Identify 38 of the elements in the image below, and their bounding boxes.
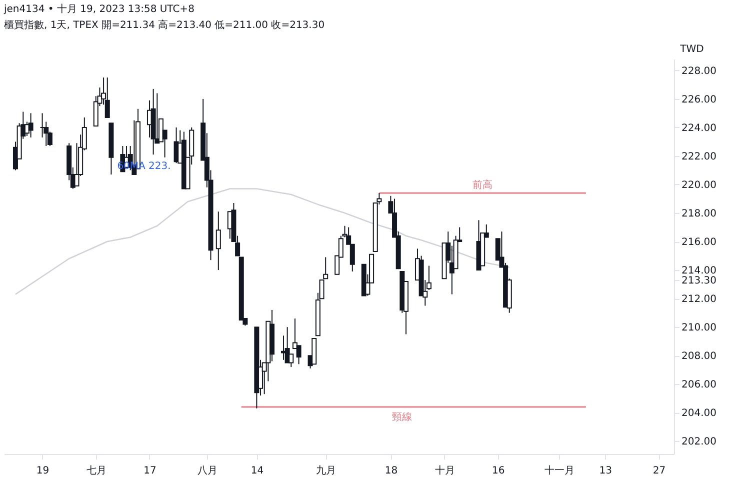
y-tick-label: 216.00 xyxy=(682,237,716,248)
candlestick xyxy=(216,211,221,271)
y-tick-label: 210.00 xyxy=(682,322,716,334)
chart-title: jen4134 • 十月 19, 2023 13:58 UTC+8 xyxy=(3,3,194,15)
x-tick-label: 14 xyxy=(250,466,264,476)
y-tick-label: 206.00 xyxy=(682,380,716,391)
x-tick-label: 十月 xyxy=(434,464,455,476)
x-tick-label: 九月 xyxy=(316,464,336,476)
y-tick-label: 218.00 xyxy=(682,208,716,220)
candlestick xyxy=(296,345,302,365)
x-tick-label: 18 xyxy=(384,466,398,476)
y-tick-label: 224.00 xyxy=(682,122,716,134)
y-tick-label: 226.00 xyxy=(682,94,716,106)
candlestick xyxy=(28,112,34,138)
annotation: 前高 xyxy=(472,179,493,192)
x-tick-label: 八月 xyxy=(197,466,218,476)
y-tick-label: 202.00 xyxy=(682,436,716,448)
y-tick-label: 214.00 xyxy=(682,266,716,277)
y-tick-label: 213.30 xyxy=(682,276,716,287)
y-tick-label: 204.00 xyxy=(682,408,716,420)
x-tick-label: 七月 xyxy=(86,464,106,476)
y-tick-label: 228.00 xyxy=(682,66,716,77)
y-tick-label: 212.00 xyxy=(682,294,716,306)
x-tick-label: 16 xyxy=(492,466,505,476)
x-tick-label: 27 xyxy=(652,466,666,476)
annotation: 頸線 xyxy=(392,412,412,423)
y-tick-label: 222.00 xyxy=(682,151,716,162)
annotation: 60MA 223. xyxy=(117,161,171,172)
x-tick-label: 19 xyxy=(36,466,50,476)
y-tick-label: 208.00 xyxy=(682,351,716,362)
x-tick-label: 17 xyxy=(144,466,156,476)
y-tick-label: 220.00 xyxy=(682,180,716,191)
text: TWD xyxy=(679,44,704,55)
x-tick-label: 十一月 xyxy=(544,464,575,476)
candlestick xyxy=(104,77,110,118)
chart-subtitle: 櫃買指數, 1天, TPEX 開=211.34 高=213.40 低=211.00 收=213.30 xyxy=(4,19,325,31)
line-series xyxy=(14,188,510,295)
x-tick-label: 13 xyxy=(599,466,612,476)
